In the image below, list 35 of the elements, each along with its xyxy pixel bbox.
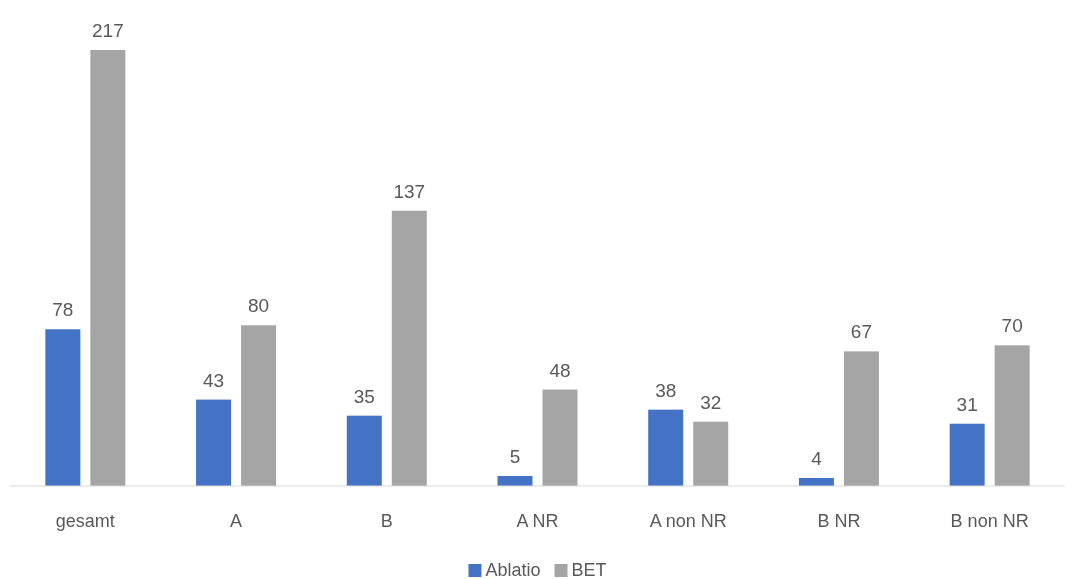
bar — [391, 210, 427, 486]
data-label: 78 — [52, 299, 74, 321]
x-tick-label: gesamt — [55, 511, 115, 531]
x-tick-label: A NR — [516, 511, 559, 531]
data-label: 38 — [655, 379, 677, 401]
data-label: 5 — [509, 445, 521, 467]
data-label: 31 — [956, 393, 978, 415]
legend-label: BET — [571, 560, 607, 579]
data-label: 35 — [353, 385, 375, 407]
data-label: 48 — [549, 359, 571, 381]
bar — [994, 345, 1030, 486]
bar — [241, 325, 277, 486]
data-label: 70 — [1001, 315, 1023, 337]
bar — [648, 409, 684, 486]
bar — [90, 50, 126, 486]
data-label: 137 — [393, 180, 426, 202]
data-label: 32 — [700, 391, 722, 413]
x-tick-label: B non NR — [950, 511, 1029, 531]
x-tick-label: B NR — [817, 511, 861, 531]
data-label: 67 — [850, 321, 872, 343]
bar — [45, 329, 81, 486]
bar — [542, 389, 578, 486]
bar — [843, 351, 879, 486]
bar — [949, 423, 985, 486]
x-tick-label: A — [230, 511, 243, 531]
data-label: 43 — [203, 369, 225, 391]
data-label: 80 — [248, 295, 270, 317]
bar — [693, 421, 729, 486]
data-label: 217 — [92, 20, 124, 41]
legend-label: Ablatio — [485, 560, 541, 579]
x-tick-label: B — [380, 511, 393, 531]
data-label: 4 — [811, 447, 823, 469]
bar — [346, 415, 382, 486]
x-tick-label: A non NR — [649, 511, 727, 531]
bar — [196, 399, 232, 486]
